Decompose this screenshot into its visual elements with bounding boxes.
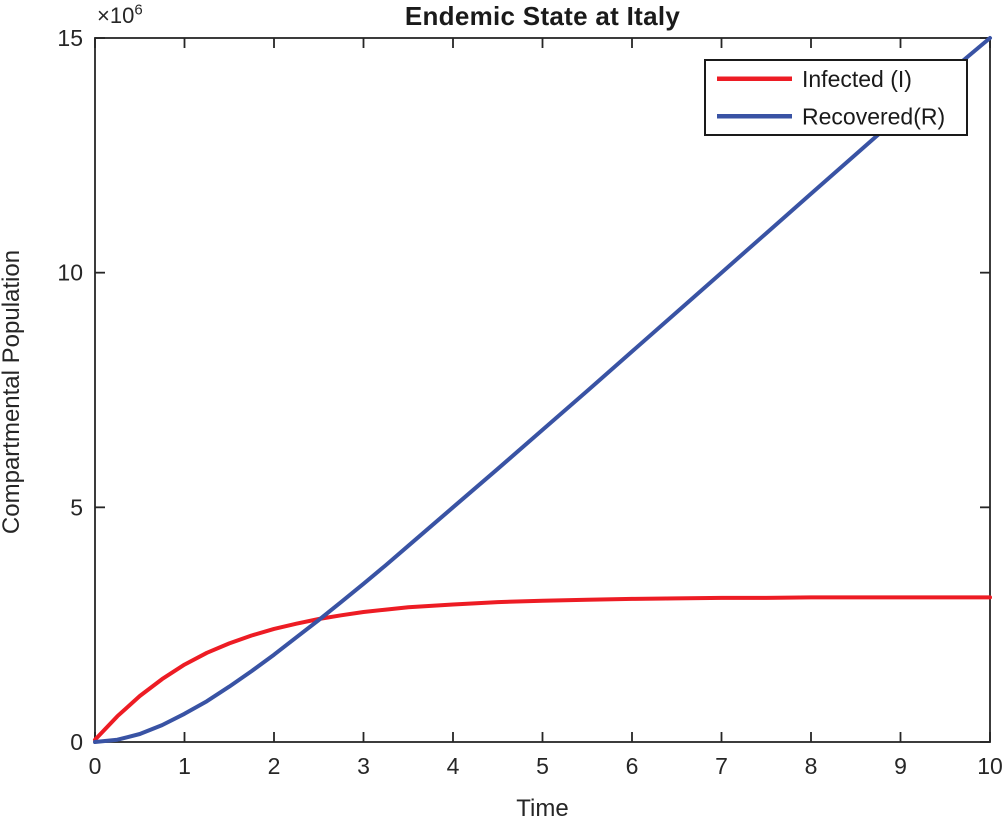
x-tick-label: 2	[268, 753, 281, 779]
legend-entry-label: Infected (I)	[802, 66, 912, 92]
x-tick-label: 3	[357, 753, 370, 779]
y-tick-label: 5	[70, 494, 83, 520]
x-tick-label: 7	[715, 753, 728, 779]
x-axis-ticks: 0 1 2 3 4 5 6 7 8 9 10	[89, 38, 1003, 779]
legend: Infected (I) Recovered(R)	[704, 59, 968, 136]
x-tick-label: 10	[977, 753, 1003, 779]
y-exponent-power: 6	[134, 1, 143, 19]
series-line-recovered-r	[93, 36, 992, 744]
y-tick-label: 10	[57, 260, 83, 286]
x-tick-label: 6	[626, 753, 639, 779]
x-tick-label: 9	[894, 753, 907, 779]
x-tick-label: 5	[536, 753, 549, 779]
x-tick-label: 1	[178, 753, 191, 779]
legend-entry-label: Recovered(R)	[802, 103, 945, 129]
y-tick-label: 15	[57, 25, 83, 51]
x-tick-label: 8	[805, 753, 818, 779]
legend-box	[704, 59, 968, 136]
x-tick-label: 0	[89, 753, 102, 779]
y-axis-ticks: 0 5 10 15	[57, 25, 990, 755]
x-axis-label: Time	[516, 795, 569, 822]
series-line-infected-i	[93, 595, 992, 742]
y-axis-exponent-label: ×106	[97, 3, 143, 29]
chart-title: Endemic State at Italy	[404, 1, 681, 31]
y-tick-label: 0	[70, 729, 83, 755]
y-exponent-base: ×10	[97, 3, 135, 28]
plot-border	[94, 37, 991, 743]
x-tick-label: 4	[447, 753, 460, 779]
y-axis-label: Compartmental Population	[0, 249, 25, 535]
